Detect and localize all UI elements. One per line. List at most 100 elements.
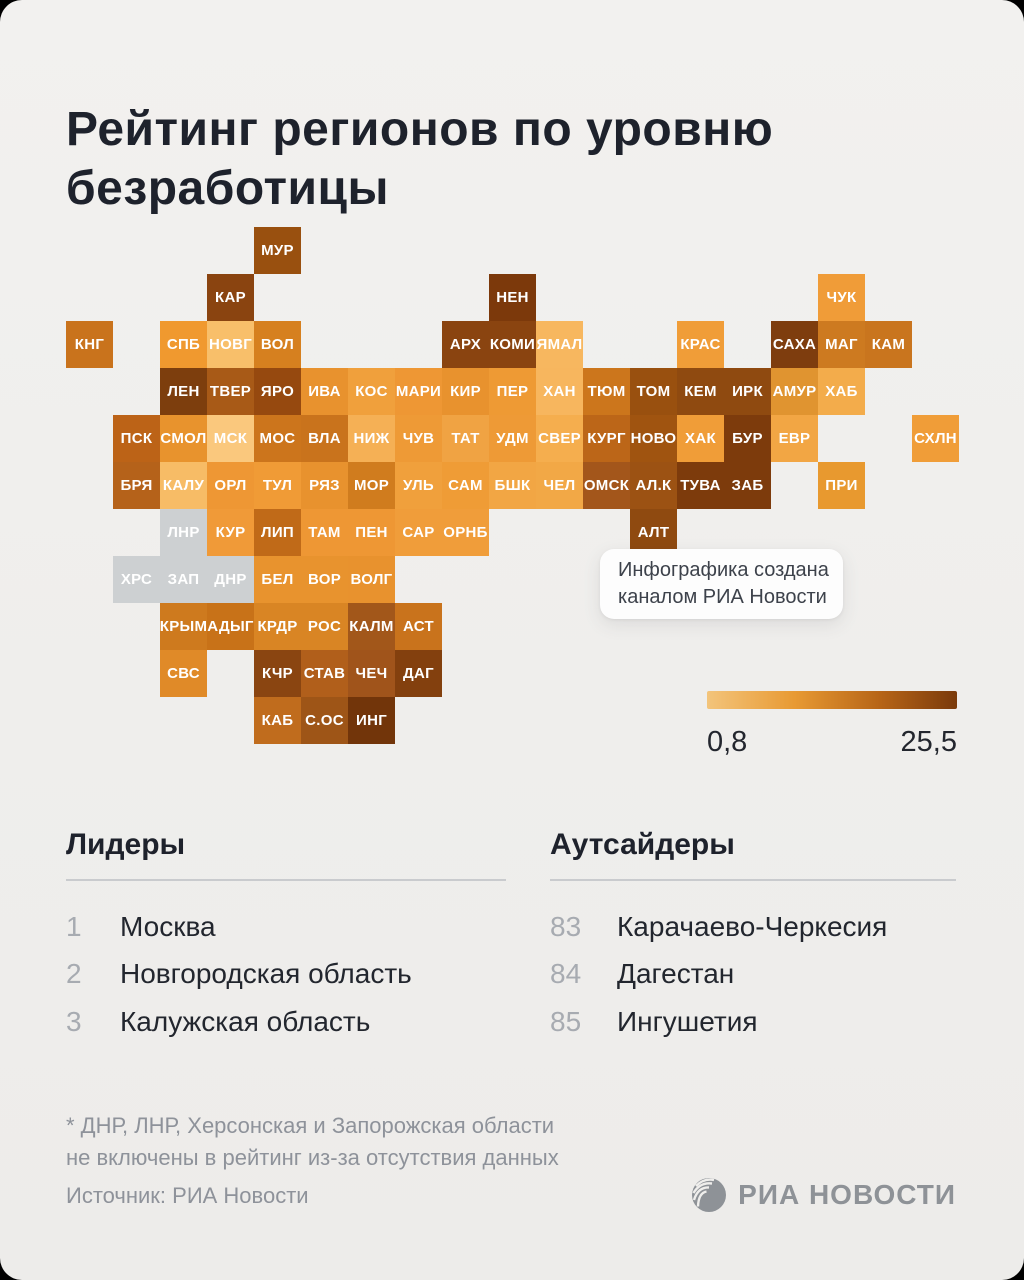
map-tile-label: ВОЛ [260, 336, 295, 353]
map-tile-КАМ: КАМ [865, 321, 912, 368]
map-tile-label: АМУР [772, 383, 817, 400]
map-tile-СМОЛ: СМОЛ [160, 415, 207, 462]
map-tile-label: КЕМ [684, 383, 717, 400]
map-tile-УДМ: УДМ [489, 415, 536, 462]
map-tile-ЛЕН: ЛЕН [160, 368, 207, 415]
ria-globe-icon [690, 1176, 728, 1214]
map-tile-label: ХАК [685, 430, 716, 447]
map-tile-label: ЛИП [261, 524, 294, 541]
map-tile-ВЛА: ВЛА [301, 415, 348, 462]
map-tile-label: БЕЛ [261, 571, 294, 588]
map-tile-КЕМ: КЕМ [677, 368, 724, 415]
map-tile-label: СТАВ [303, 665, 346, 682]
map-tile-КУР: КУР [207, 509, 254, 556]
rank-label: 85 [550, 1005, 582, 1037]
map-tile-ХАБ: ХАБ [818, 368, 865, 415]
map-tile-ЗАБ: ЗАБ [724, 462, 771, 509]
map-tile-ХРС: ХРС [113, 556, 160, 603]
map-tile-label: ЧУВ [402, 430, 435, 447]
map-tile-label: МОС [259, 430, 296, 447]
map-tile-БШК: БШК [489, 462, 536, 509]
map-tile-label: СВС [167, 665, 200, 682]
map-tile-ВОЛ: ВОЛ [254, 321, 301, 368]
map-tile-КАЛМ: КАЛМ [348, 603, 395, 650]
map-tile-НИЖ: НИЖ [348, 415, 395, 462]
map-tile-label: ЧУК [826, 289, 857, 306]
map-tile-label: МАГ [825, 336, 858, 353]
map-tile-label: КУРГ [587, 430, 626, 447]
map-tile-label: КРДР [257, 618, 298, 635]
map-tile-label: ПСК [120, 430, 153, 447]
map-tile-label: ЛНР [167, 524, 200, 541]
map-tile-label: ВЛА [308, 430, 341, 447]
leaders-heading: Лидеры [66, 828, 186, 861]
map-tile-label: ТАМ [308, 524, 341, 541]
map-tile-label: ТОМ [636, 383, 671, 400]
map-tile-МОР: МОР [348, 462, 395, 509]
outsiders-list: 83 Карачаево-Черкесия 84 Дагестан 85 Инг… [550, 903, 956, 1046]
map-tile-КРАС: КРАС [677, 321, 724, 368]
map-tile-label: КАР [215, 289, 246, 306]
map-tile-label: ОРНБ [443, 524, 488, 541]
map-tile-РОС: РОС [301, 603, 348, 650]
logo-text: РИА НОВОСТИ [738, 1179, 956, 1210]
map-tile-ЧЕЛ: ЧЕЛ [536, 462, 583, 509]
map-tile-label: ДАГ [403, 665, 434, 682]
map-tile-ТАМ: ТАМ [301, 509, 348, 556]
map-tile-label: ЗАБ [731, 477, 764, 494]
outsiders-column: Аутсайдеры 83 Карачаево-Черкесия 84 Даге… [550, 828, 956, 1046]
map-tile-ДАГ: ДАГ [395, 650, 442, 697]
map-tile-ХАН: ХАН [536, 368, 583, 415]
map-tile-label: РЯЗ [309, 477, 340, 494]
outsiders-divider [550, 879, 956, 881]
footnote: * ДНР, ЛНР, Херсонская и Запорожская обл… [66, 1110, 626, 1174]
leaders-column: Лидеры 1 Москва 2 Новгородская область 3… [66, 828, 506, 1046]
map-tile-С.ОС: С.ОС [301, 697, 348, 744]
map-tile-label: КИР [450, 383, 481, 400]
map-tile-ПРИ: ПРИ [818, 462, 865, 509]
rank-label: 2 [66, 958, 82, 990]
map-tile-label: САР [402, 524, 435, 541]
map-tile-НОВО: НОВО [630, 415, 677, 462]
map-tile-КОМИ: КОМИ [489, 321, 536, 368]
rank-label: 84 [550, 958, 582, 990]
map-tile-label: ТУВА [680, 477, 721, 494]
map-tile-label: КОМИ [489, 336, 536, 353]
map-tile-label: КУР [215, 524, 246, 541]
legend-min-label: 0,8 [707, 726, 748, 758]
map-tile-ХАК: ХАК [677, 415, 724, 462]
map-tile-label: РОС [307, 618, 342, 635]
map-tile-label: СВЕР [538, 430, 581, 447]
leaders-list: 1 Москва 2 Новгородская область 3 Калужс… [66, 903, 506, 1046]
legend-labels: 0,8 25,5 [707, 726, 957, 759]
map-tile-ОРНБ: ОРНБ [442, 509, 489, 556]
map-tile-ДНР: ДНР [207, 556, 254, 603]
ria-novosti-logo: РИА НОВОСТИ [690, 1174, 956, 1216]
list-item: 83 Карачаево-Черкесия [550, 903, 956, 951]
map-tile-label: БРЯ [120, 477, 153, 494]
map-tile-РЯЗ: РЯЗ [301, 462, 348, 509]
map-tile-label: СХЛН [914, 430, 957, 447]
map-tile-АСТ: АСТ [395, 603, 442, 650]
map-tile-ПЕН: ПЕН [348, 509, 395, 556]
map-tile-label: УЛЬ [403, 477, 434, 494]
list-item: 84 Дагестан [550, 951, 956, 999]
map-tile-label: КОС [355, 383, 388, 400]
map-tile-label: МАРИ [395, 383, 442, 400]
map-tile-САХА: САХА [771, 321, 818, 368]
legend-max-label: 25,5 [900, 726, 957, 758]
region-name: Москва [120, 910, 216, 942]
map-tile-label: ИРК [732, 383, 763, 400]
map-tile-label: ХАН [543, 383, 576, 400]
map-tile-label: ЯМАЛ [536, 336, 583, 353]
map-tile-label: КРАС [680, 336, 721, 353]
map-tile-АРХ: АРХ [442, 321, 489, 368]
map-tile-label: НОВО [630, 430, 677, 447]
map-tile-ТВЕР: ТВЕР [207, 368, 254, 415]
map-tile-УЛЬ: УЛЬ [395, 462, 442, 509]
map-tile-label: ЕВР [778, 430, 811, 447]
map-tile-label: С.ОС [305, 712, 344, 729]
map-tile-label: МОР [353, 477, 390, 494]
map-tile-КРДР: КРДР [254, 603, 301, 650]
